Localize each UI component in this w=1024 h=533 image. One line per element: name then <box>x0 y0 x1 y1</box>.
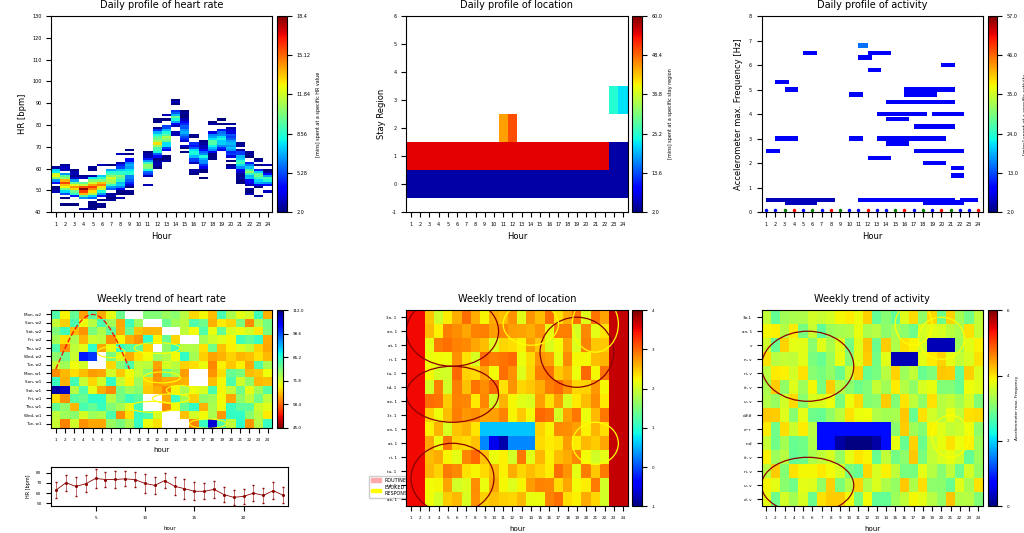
Y-axis label: [mins] spent at a specific HR value: [mins] spent at a specific HR value <box>316 71 322 157</box>
Bar <box>886 117 909 121</box>
Bar <box>867 156 891 160</box>
Bar <box>932 87 955 92</box>
Bar <box>867 51 891 55</box>
Bar <box>959 198 978 202</box>
X-axis label: hour: hour <box>154 447 170 453</box>
Bar <box>904 92 937 96</box>
Bar <box>923 124 955 128</box>
Bar <box>849 136 863 141</box>
X-axis label: Hour: Hour <box>507 232 527 241</box>
Y-axis label: Accelerometer max. Frequency [Hz]: Accelerometer max. Frequency [Hz] <box>734 38 743 190</box>
Bar <box>784 87 799 92</box>
X-axis label: hour: hour <box>509 526 525 531</box>
Bar <box>904 136 946 141</box>
Bar <box>858 55 872 60</box>
Bar <box>877 136 909 141</box>
Bar <box>950 166 965 170</box>
Title: Daily profile of location: Daily profile of location <box>461 0 573 10</box>
Bar <box>913 124 946 128</box>
Y-axis label: HR [bpm]: HR [bpm] <box>17 94 27 134</box>
Title: Daily profile of heart rate: Daily profile of heart rate <box>100 0 223 10</box>
Bar <box>858 198 955 202</box>
Title: Weekly trend of heart rate: Weekly trend of heart rate <box>97 294 226 304</box>
Bar <box>932 112 965 116</box>
Bar <box>849 92 863 96</box>
Y-axis label: [mins] spent at a specific stay region: [mins] spent at a specific stay region <box>669 69 673 159</box>
X-axis label: Hour: Hour <box>862 232 883 241</box>
Bar <box>766 198 836 202</box>
Bar <box>950 173 965 177</box>
Bar <box>923 200 965 205</box>
Bar <box>775 136 799 141</box>
Title: Weekly trend of location: Weekly trend of location <box>458 294 577 304</box>
Legend: ROUTINES, EVOKED
RESPONSES: ROUTINES, EVOKED RESPONSES <box>369 475 416 498</box>
Y-axis label: Accelerometer max. Frequency: Accelerometer max. Frequency <box>1015 376 1019 440</box>
Bar <box>886 100 919 104</box>
Y-axis label: Stay Region: Stay Region <box>377 89 386 139</box>
Y-axis label: HR [bpm]: HR [bpm] <box>26 475 31 498</box>
Bar <box>904 87 937 92</box>
Title: Weekly trend of activity: Weekly trend of activity <box>814 294 930 304</box>
X-axis label: hour: hour <box>163 526 176 531</box>
Bar <box>784 200 817 205</box>
Bar <box>895 112 928 116</box>
Bar <box>877 112 909 116</box>
Bar <box>886 141 909 146</box>
Bar <box>803 51 817 55</box>
Bar <box>913 149 946 153</box>
Bar <box>923 161 946 165</box>
Bar <box>895 136 946 141</box>
Bar <box>775 80 790 84</box>
X-axis label: Hour: Hour <box>152 232 172 241</box>
Title: Daily profile of activity: Daily profile of activity <box>817 0 928 10</box>
Bar <box>766 149 780 153</box>
Bar <box>941 63 955 67</box>
Bar <box>867 68 882 72</box>
X-axis label: hour: hour <box>864 526 881 531</box>
Bar <box>858 198 882 202</box>
Bar <box>858 43 867 47</box>
Bar <box>895 100 955 104</box>
Bar <box>941 149 965 153</box>
Bar <box>877 198 900 202</box>
